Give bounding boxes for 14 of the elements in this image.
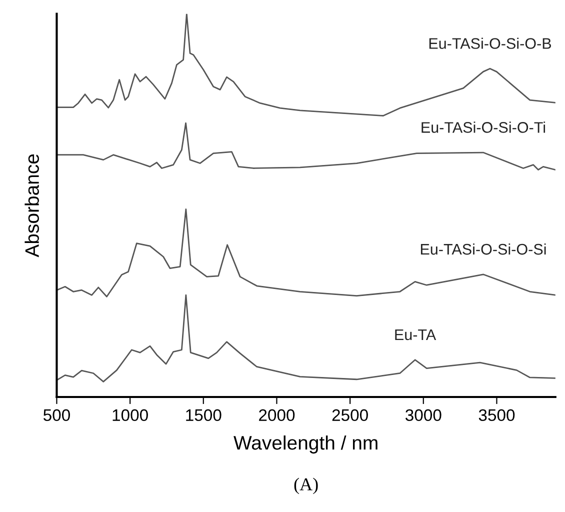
series-label: Eu-TA xyxy=(395,329,436,340)
series-label: Eu-TASi-O-Si-O-Si xyxy=(420,243,546,255)
x-tick-label: 3000 xyxy=(405,409,442,422)
series-label: Eu-TASi-O-Si-O-B xyxy=(429,38,551,49)
series-label: Eu-TASi-O-Si-O-Ti xyxy=(422,122,546,133)
x-tick-label: 1500 xyxy=(186,409,222,422)
x-tick-label: 1000 xyxy=(112,409,148,422)
x-tick-label: 2000 xyxy=(259,409,295,422)
x-tick-label: 2500 xyxy=(332,409,368,422)
x-tick-label: 3500 xyxy=(478,409,515,422)
x-axis-title: Wavelength / nm xyxy=(234,435,378,454)
text: (A) xyxy=(294,478,318,494)
y-axis-title: Absorbance xyxy=(24,154,39,258)
x-tick-label: 500 xyxy=(43,409,70,422)
